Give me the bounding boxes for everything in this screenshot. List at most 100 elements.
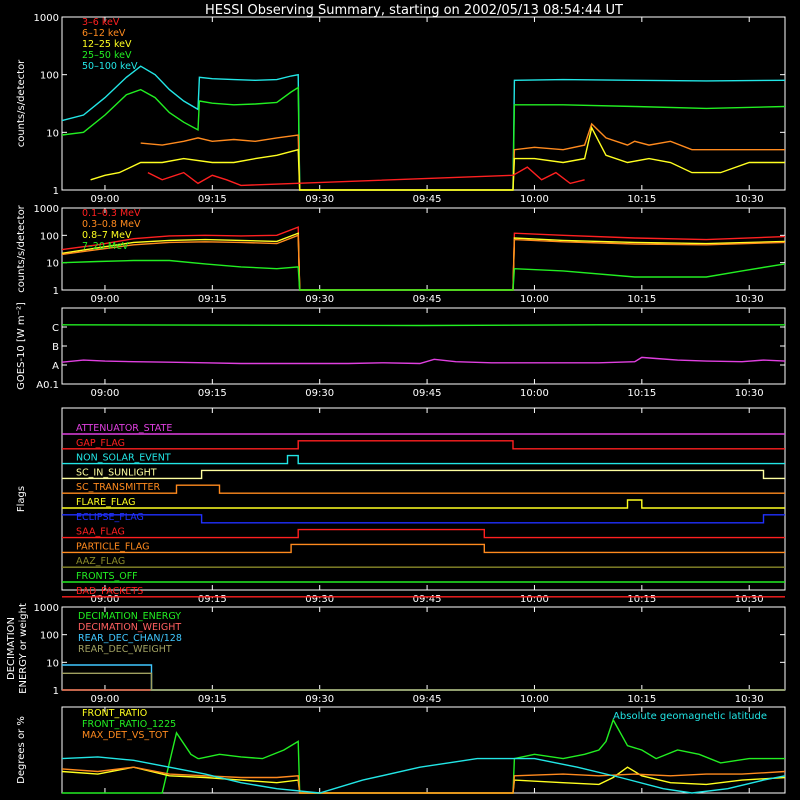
panel-frame	[61, 307, 786, 385]
x-tick-label: 09:30	[305, 694, 334, 705]
series-line	[61, 226, 786, 291]
series-line	[62, 664, 785, 691]
x-tick-label: 10:30	[735, 388, 764, 399]
y-axis-label: DECIMATION	[6, 617, 17, 680]
x-tick-label: 10:30	[735, 294, 764, 305]
y-tick-label: A	[52, 361, 59, 372]
legend-entry: 6–12 keV	[82, 28, 126, 39]
x-tick-label: 09:15	[198, 294, 227, 305]
legend-entry: 7–20 MeV	[82, 241, 129, 252]
x-tick-label: 09:45	[413, 194, 442, 205]
y-tick-label: 100	[40, 631, 59, 642]
flag-label: GAP_FLAG	[76, 438, 125, 449]
plot-title: HESSI Observing Summary, starting on 200…	[205, 3, 623, 18]
panel-6: Degrees or % FRONT_RATIOFRONT_RATIO_1225M…	[16, 706, 786, 794]
x-tick-label: 09:00	[91, 294, 120, 305]
flag-label: PARTICLE_FLAG	[76, 541, 149, 552]
legend-entry: DECIMATION_WEIGHT	[78, 622, 181, 633]
x-tick-label: 09:45	[413, 294, 442, 305]
flag-label: SC_IN_SUNLIGHT	[76, 467, 157, 478]
legend-entry: 12–25 keV	[82, 39, 132, 50]
x-tick-label: 09:30	[305, 388, 334, 399]
series-line	[140, 122, 785, 191]
flag-label: SAA_FLAG	[76, 527, 125, 538]
series-line	[62, 718, 785, 794]
series-line	[62, 672, 785, 691]
x-tick-label: 10:30	[735, 594, 764, 605]
panel-2: 09:00 09:15 09:30 09:45 10:00 10:15 10:30 1 10 10…	[16, 204, 786, 305]
flag-label: BAD_PACKETS	[76, 586, 143, 597]
legend-entry: REAR_DEC_WEIGHT	[78, 644, 172, 655]
x-tick-label: 10:15	[627, 194, 656, 205]
y-tick-label: 1	[53, 286, 59, 297]
y-tick-label: B	[52, 342, 59, 353]
y-axis-label: Flags	[16, 486, 27, 512]
legend-entry: 25–50 keV	[82, 50, 132, 61]
series-line	[61, 324, 785, 327]
x-tick-label: 09:15	[198, 388, 227, 399]
flag-line	[62, 469, 785, 480]
x-tick-label: 10:15	[627, 388, 656, 399]
flag-label: SC_TRANSMITTER	[76, 482, 161, 493]
y-axis-label: counts/s/detector	[16, 204, 27, 292]
x-tick-label: 10:00	[520, 694, 549, 705]
x-tick-label: 09:15	[198, 694, 227, 705]
x-tick-label: 10:00	[520, 594, 549, 605]
legend-entry: DECIMATION_ENERGY	[78, 611, 181, 622]
x-tick-label: 09:00	[91, 594, 120, 605]
panel-3: 09:00 09:15 09:30 09:45 10:00 10:15 10:30 A0.1 A…	[16, 302, 786, 399]
legend-entry: 0.3–0.8 MeV	[82, 219, 141, 230]
series-line	[61, 756, 786, 794]
flag-line	[62, 528, 785, 539]
flag-label: AAZ_FLAG	[76, 556, 125, 567]
flag-line	[62, 514, 785, 524]
y-tick-label: 10	[46, 658, 59, 669]
x-tick-label: 09:30	[305, 194, 334, 205]
flag-label: FRONTS_OFF	[76, 571, 138, 582]
y-tick-label: 1	[53, 186, 59, 197]
x-tick-label: 09:30	[305, 294, 334, 305]
panel-frame	[61, 407, 786, 591]
legend-entry: 0.1–0.3 MeV	[82, 208, 141, 219]
series-line	[61, 259, 786, 291]
y-tick-label: 1000	[34, 204, 59, 215]
x-tick-label: 10:30	[735, 194, 764, 205]
panel-1: 09:00 09:15 09:30 09:45 10:00 10:15 10:30 1 10 10…	[16, 13, 786, 205]
series-line	[61, 766, 786, 794]
y-tick-label: 10	[46, 259, 59, 270]
x-tick-label: 09:30	[305, 594, 334, 605]
y-tick-label: 1000	[34, 13, 59, 24]
series-line	[61, 232, 786, 291]
flag-line	[62, 543, 785, 554]
legend-entry: 3–6 keV	[82, 17, 120, 28]
y-axis-label: GOES-10 [W m⁻²]	[16, 302, 27, 390]
legend-entry: FRONT_RATIO	[82, 708, 147, 719]
flag-label: FLARE_FLAG	[76, 497, 136, 508]
x-tick-label: 09:45	[413, 694, 442, 705]
x-tick-label: 09:00	[91, 388, 120, 399]
x-tick-label: 09:00	[91, 694, 120, 705]
x-tick-label: 10:15	[627, 294, 656, 305]
panel-5: 09:00 09:15 09:30 09:45 10:00 10:15 10:30 1 10 10…	[6, 603, 786, 705]
y-tick-label: C	[52, 323, 59, 334]
flag-line	[62, 440, 785, 450]
legend-entry: MAX_DET_VS_TOT	[82, 730, 168, 741]
series-line	[61, 86, 786, 191]
flag-label: NON_SOLAR_EVENT	[76, 453, 171, 464]
legend-entry: 0.8–7 MeV	[82, 230, 132, 241]
y-tick-label: 100	[40, 71, 59, 82]
panel-4: 09:00 09:15 09:30 09:45 10:00 10:15 10:30 Flags…	[16, 407, 786, 605]
annotation-text: Absolute geomagnetic latitude	[613, 711, 767, 722]
x-tick-label: 09:15	[198, 594, 227, 605]
y-tick-label: 1	[53, 686, 59, 697]
y-tick-label: A0.1	[36, 380, 59, 391]
series-line	[147, 166, 585, 187]
x-tick-label: 10:00	[520, 194, 549, 205]
series-line	[61, 356, 786, 365]
y-axis-label: Degrees or %	[16, 716, 27, 784]
flag-label: ECLIPSE_FLAG	[76, 512, 144, 523]
series-line	[61, 766, 786, 794]
y-tick-label: 100	[40, 231, 59, 242]
series-line	[61, 65, 786, 191]
